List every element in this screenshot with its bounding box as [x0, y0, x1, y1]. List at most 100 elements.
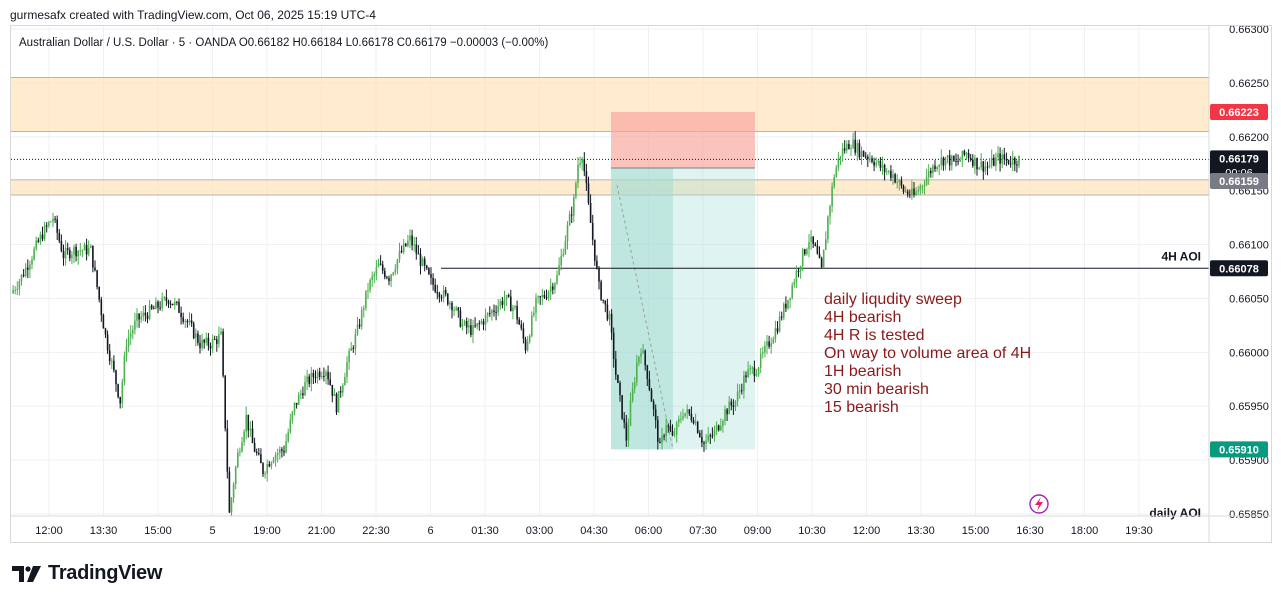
- candle-body: [852, 139, 854, 149]
- candle-body: [98, 286, 100, 300]
- price-label-stop: [1210, 103, 1268, 120]
- candle-body: [167, 301, 170, 304]
- candle-body: [925, 177, 928, 185]
- time-tick-label: 16:30: [1016, 525, 1044, 537]
- candle-body: [146, 315, 149, 320]
- candle-body: [602, 299, 604, 301]
- candle-body: [375, 267, 378, 274]
- candle-body: [407, 240, 409, 246]
- candle-body: [612, 332, 615, 360]
- candle-body: [579, 162, 581, 165]
- candle-body: [163, 297, 166, 299]
- candle-body: [636, 362, 638, 383]
- candle-body: [363, 308, 365, 310]
- candle-body: [715, 425, 718, 431]
- candle-body: [33, 248, 35, 260]
- candle-body: [984, 166, 987, 172]
- candle-body: [153, 308, 155, 310]
- candle-body: [29, 264, 31, 270]
- chart-area[interactable]: 4H AOI daily AOI Australian Dollar / U.S. …: [10, 25, 1272, 543]
- time-tick-label: 13:30: [90, 525, 118, 537]
- candle-body: [426, 265, 428, 269]
- candle-body: [646, 365, 649, 379]
- candle-body: [566, 225, 569, 242]
- candle-body: [722, 420, 724, 427]
- candle-body: [201, 339, 203, 349]
- candle-body: [354, 333, 357, 349]
- candle-body: [176, 301, 178, 303]
- candle-body: [371, 276, 373, 280]
- candle-body: [785, 303, 787, 309]
- candle-body: [896, 181, 898, 183]
- price-label-text-last: 0.66179: [1219, 153, 1259, 165]
- time-tick-label: 12:00: [35, 525, 63, 537]
- candle-body: [314, 377, 317, 379]
- candle-body: [720, 426, 722, 431]
- candle-body: [1018, 155, 1020, 166]
- candle-body: [405, 243, 407, 246]
- candle-body: [119, 396, 121, 404]
- candle-body: [100, 299, 103, 316]
- candle-body: [890, 170, 892, 178]
- candle-body: [346, 362, 348, 378]
- candle-body: [743, 375, 745, 391]
- candle-body: [497, 306, 499, 313]
- candle-body: [860, 150, 863, 158]
- candle-body: [45, 225, 48, 227]
- candle-body: [150, 305, 153, 309]
- candle-body: [856, 143, 859, 153]
- candle-body: [192, 323, 195, 339]
- candle-body: [648, 378, 651, 390]
- candle-body: [268, 464, 271, 467]
- candle-body: [955, 160, 957, 162]
- candle-body: [913, 188, 915, 195]
- price-chart[interactable]: 4H AOI daily AOI Australian Dollar / U.S. …: [11, 26, 1272, 543]
- candle-body: [730, 401, 733, 406]
- trade-path-dashed: [616, 185, 674, 450]
- candle-body: [1014, 157, 1016, 165]
- candle-body: [390, 274, 392, 282]
- candle-body: [52, 218, 54, 222]
- candle-body: [1007, 159, 1010, 164]
- candle-body: [801, 249, 804, 267]
- candle-body: [951, 156, 953, 166]
- candle-body: [129, 333, 132, 338]
- candle-body: [657, 420, 659, 442]
- candle-body: [377, 263, 380, 268]
- alert-icon[interactable]: [1029, 494, 1049, 514]
- candle-body: [617, 374, 619, 383]
- candle-body: [1016, 164, 1018, 166]
- candle-body: [205, 337, 208, 343]
- candle-body: [255, 451, 258, 454]
- candle-body: [537, 296, 539, 298]
- candle-body: [512, 307, 514, 312]
- candle-body: [54, 218, 56, 220]
- supply-zone[interactable]: [11, 77, 1209, 132]
- candle-body: [600, 281, 602, 300]
- candle-body: [919, 185, 922, 191]
- candle-body: [598, 268, 600, 282]
- candle-body: [814, 243, 817, 246]
- candle-body: [79, 250, 82, 252]
- candle-body: [159, 307, 161, 309]
- price-tick-label: 0.66100: [1229, 240, 1269, 252]
- candle-body: [279, 449, 281, 454]
- candle-body: [841, 148, 844, 157]
- supply-zone[interactable]: [11, 179, 1209, 195]
- short-position-stop-area[interactable]: [611, 111, 755, 169]
- candle-body: [291, 411, 294, 420]
- candle-body: [768, 341, 770, 347]
- candle-body: [909, 194, 911, 196]
- candle-body: [791, 285, 793, 298]
- candle-body: [104, 328, 107, 335]
- candle-body: [978, 167, 980, 170]
- candle-body: [325, 371, 327, 376]
- candle-body: [923, 184, 926, 186]
- candle-body: [432, 277, 434, 285]
- candle-body: [610, 313, 613, 333]
- candle-body: [213, 339, 216, 341]
- candle-body: [73, 246, 75, 255]
- candle-body: [239, 451, 241, 453]
- candle-body: [266, 464, 268, 474]
- candle-body: [957, 161, 959, 163]
